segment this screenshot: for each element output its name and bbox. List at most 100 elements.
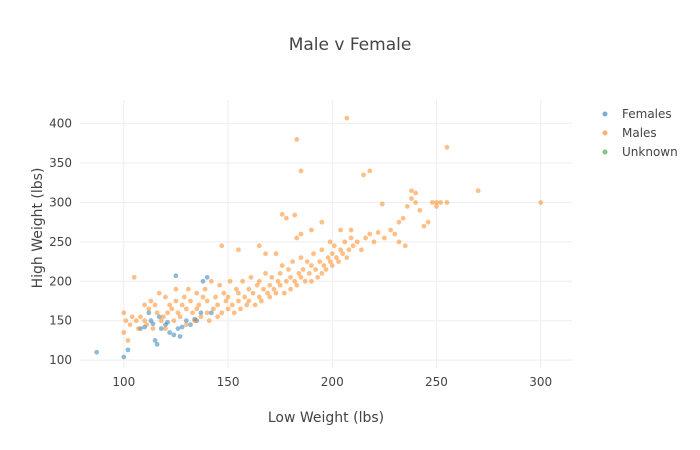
data-point-males[interactable] xyxy=(319,247,325,253)
data-point-males[interactable] xyxy=(309,278,314,284)
data-point-males[interactable] xyxy=(309,227,314,233)
data-point-males[interactable] xyxy=(413,200,419,205)
data-point-males[interactable] xyxy=(277,282,283,288)
data-point-males[interactable] xyxy=(388,227,394,233)
data-point-males[interactable] xyxy=(277,271,283,276)
data-point-females[interactable] xyxy=(125,347,131,353)
data-point-males[interactable] xyxy=(256,278,262,284)
data-point-males[interactable] xyxy=(367,168,373,174)
legend[interactable]: Females Males Unknown xyxy=(602,107,678,159)
data-point-males[interactable] xyxy=(311,251,316,257)
data-point-males[interactable] xyxy=(267,294,273,300)
data-point-males[interactable] xyxy=(327,239,333,245)
data-point-males[interactable] xyxy=(294,282,300,288)
data-point-males[interactable] xyxy=(286,267,291,272)
data-point-males[interactable] xyxy=(236,298,241,304)
data-point-males[interactable] xyxy=(350,243,356,249)
data-point-males[interactable] xyxy=(127,322,133,328)
data-point-males[interactable] xyxy=(258,298,264,304)
data-point-males[interactable] xyxy=(219,243,225,249)
data-point-males[interactable] xyxy=(252,302,258,308)
data-point-males[interactable] xyxy=(283,215,289,221)
data-point-females[interactable] xyxy=(175,326,181,331)
data-point-females[interactable] xyxy=(150,321,156,327)
data-point-females[interactable] xyxy=(198,310,204,316)
data-point-males[interactable] xyxy=(379,201,385,207)
data-point-females[interactable] xyxy=(121,354,127,360)
data-point-males[interactable] xyxy=(444,200,450,205)
data-point-males[interactable] xyxy=(150,326,156,331)
data-point-females[interactable] xyxy=(204,274,210,280)
data-point-females[interactable] xyxy=(188,322,193,328)
data-point-males[interactable] xyxy=(294,137,300,142)
data-point-males[interactable] xyxy=(279,211,285,217)
data-point-males[interactable] xyxy=(223,298,229,304)
data-point-males[interactable] xyxy=(163,326,168,331)
data-point-males[interactable] xyxy=(475,188,481,194)
data-point-males[interactable] xyxy=(344,255,350,261)
data-point-males[interactable] xyxy=(177,314,183,320)
data-point-males[interactable] xyxy=(359,247,364,253)
data-point-females[interactable] xyxy=(177,334,183,339)
data-point-males[interactable] xyxy=(267,282,273,288)
data-point-males[interactable] xyxy=(236,290,241,296)
data-point-males[interactable] xyxy=(183,306,189,312)
data-point-males[interactable] xyxy=(361,172,366,178)
data-point-males[interactable] xyxy=(309,263,314,268)
data-point-females[interactable] xyxy=(183,318,189,324)
data-point-males[interactable] xyxy=(275,278,281,284)
data-point-males[interactable] xyxy=(156,290,162,296)
data-point-males[interactable] xyxy=(198,314,204,320)
data-point-males[interactable] xyxy=(273,251,279,257)
data-point-males[interactable] xyxy=(121,330,127,335)
data-point-females[interactable] xyxy=(154,341,160,347)
data-point-males[interactable] xyxy=(256,243,262,249)
data-point-males[interactable] xyxy=(121,310,127,316)
data-point-males[interactable] xyxy=(246,298,252,304)
data-point-males[interactable] xyxy=(421,223,427,229)
data-point-males[interactable] xyxy=(194,306,200,312)
data-point-males[interactable] xyxy=(288,286,293,292)
data-point-females[interactable] xyxy=(171,332,177,338)
data-point-males[interactable] xyxy=(417,207,423,213)
data-point-males[interactable] xyxy=(167,302,173,308)
data-point-males[interactable] xyxy=(169,306,175,312)
data-point-males[interactable] xyxy=(158,318,164,324)
data-point-males[interactable] xyxy=(173,286,179,292)
data-point-males[interactable] xyxy=(315,274,321,280)
data-point-males[interactable] xyxy=(188,298,193,304)
data-point-males[interactable] xyxy=(367,231,373,237)
data-point-males[interactable] xyxy=(298,274,304,280)
data-point-males[interactable] xyxy=(254,282,260,288)
data-point-males[interactable] xyxy=(298,168,304,174)
data-point-males[interactable] xyxy=(133,318,139,324)
data-point-males[interactable] xyxy=(348,227,354,233)
data-point-males[interactable] xyxy=(227,278,233,284)
data-point-males[interactable] xyxy=(135,326,141,331)
data-point-males[interactable] xyxy=(175,310,181,316)
data-point-males[interactable] xyxy=(336,259,341,264)
data-point-males[interactable] xyxy=(338,247,343,253)
data-point-males[interactable] xyxy=(334,255,339,261)
data-point-males[interactable] xyxy=(219,310,225,316)
data-point-males[interactable] xyxy=(213,294,218,300)
data-point-males[interactable] xyxy=(131,274,137,280)
data-point-males[interactable] xyxy=(396,239,402,245)
data-point-males[interactable] xyxy=(231,310,237,316)
data-point-males[interactable] xyxy=(342,239,348,245)
data-point-males[interactable] xyxy=(163,294,168,300)
data-point-males[interactable] xyxy=(248,274,254,280)
data-point-males[interactable] xyxy=(200,294,206,300)
data-point-males[interactable] xyxy=(298,255,304,261)
data-point-females[interactable] xyxy=(152,338,158,343)
data-point-females[interactable] xyxy=(200,278,206,284)
data-point-males[interactable] xyxy=(221,290,227,296)
data-point-males[interactable] xyxy=(269,274,275,280)
data-point-males[interactable] xyxy=(329,251,335,257)
data-point-males[interactable] xyxy=(148,298,154,304)
data-point-males[interactable] xyxy=(392,231,398,237)
data-point-males[interactable] xyxy=(438,200,444,205)
data-point-males[interactable] xyxy=(346,247,352,253)
data-point-males[interactable] xyxy=(300,267,306,272)
legend-item-unknown[interactable]: Unknown xyxy=(602,145,678,159)
